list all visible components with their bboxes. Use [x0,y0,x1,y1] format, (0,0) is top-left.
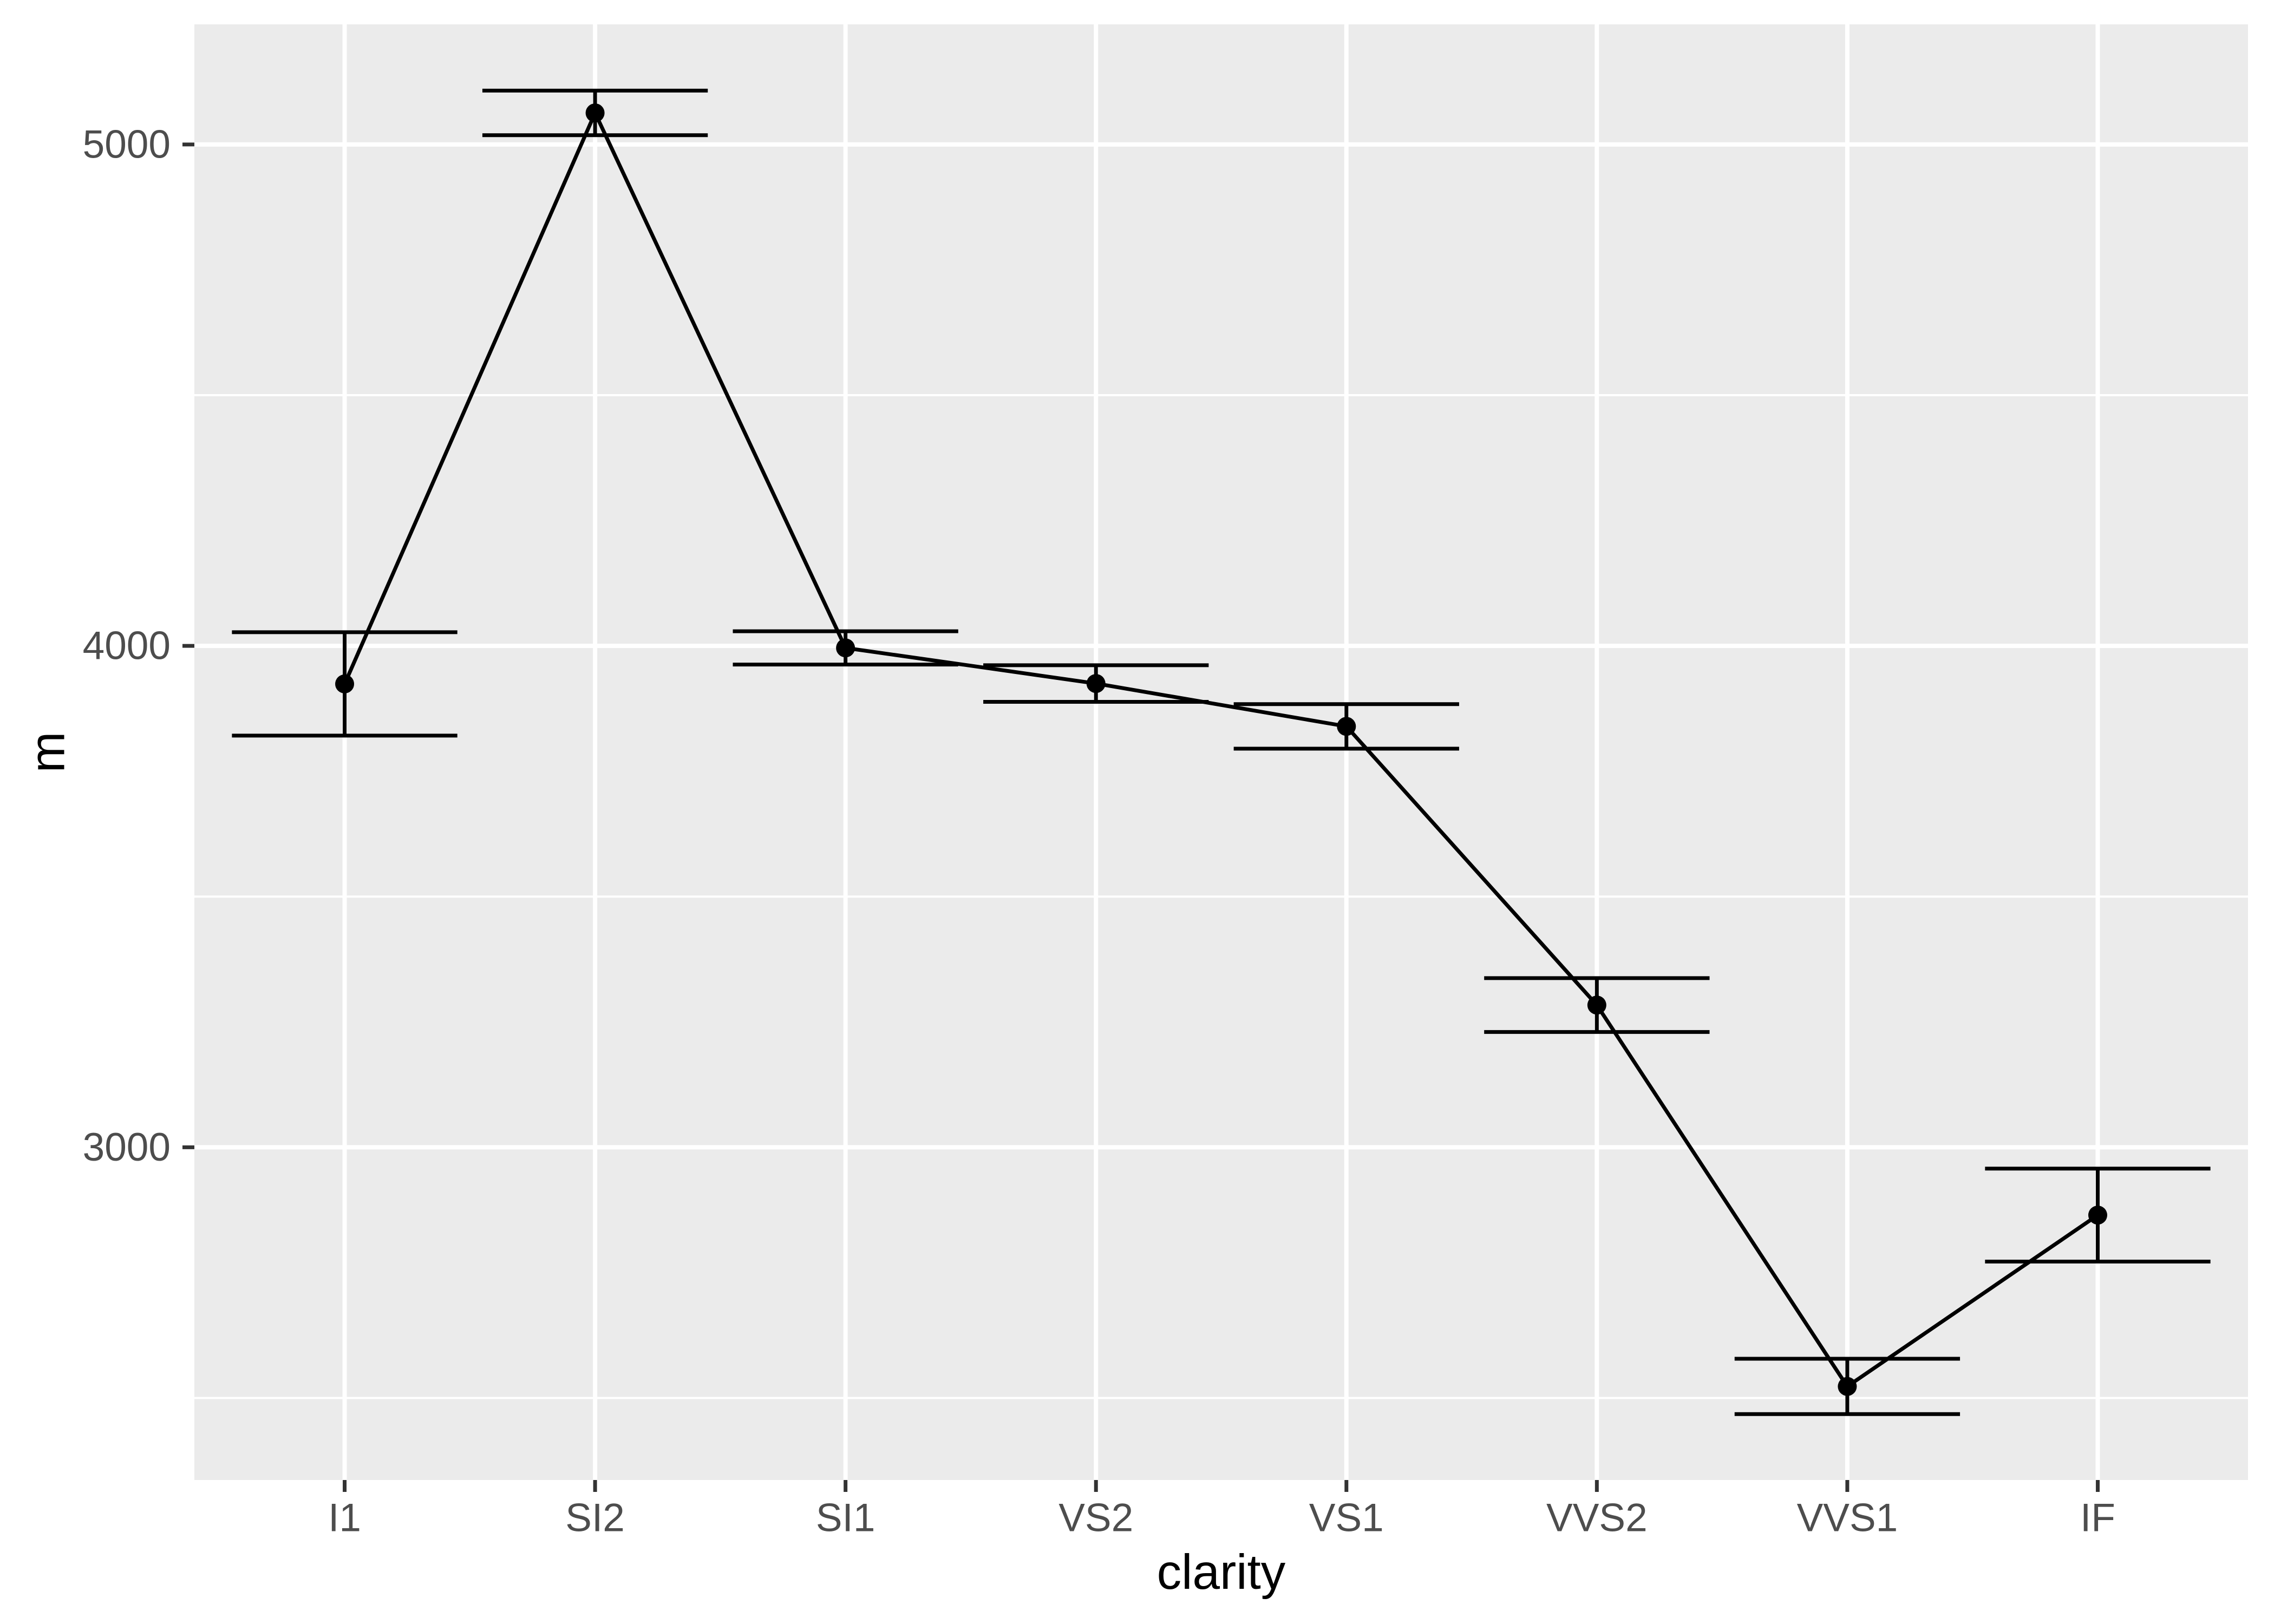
x-tick-label: VS2 [1058,1496,1133,1540]
x-tick-label: VVS2 [1546,1496,1648,1540]
x-tick-label: I1 [328,1496,361,1540]
title-layer: clarity m [21,732,1286,1600]
data-point-SI2 [585,103,605,123]
data-layer [232,88,2211,1416]
data-point-VVS2 [1587,996,1606,1015]
x-tick-label: VVS1 [1797,1496,1898,1540]
data-point-I1 [335,674,355,693]
axis-layer: 3000 4000 5000 I1 SI2 SI1 VS2 VS1 VVS2 VVS1 IF [83,122,2115,1540]
y-tick-label: 4000 [83,624,171,668]
data-point-IF [2088,1206,2107,1225]
x-tick-label: SI2 [565,1496,625,1540]
x-axis-title: clarity [1157,1545,1286,1600]
x-tick-label: IF [2080,1496,2115,1540]
x-tick-label: SI1 [816,1496,875,1540]
data-point-VS2 [1086,674,1106,693]
y-tick-label: 5000 [83,122,171,166]
data-point-VVS1 [1838,1377,1857,1396]
panel-layer [194,24,2248,1480]
y-axis-title: m [21,732,75,773]
panel-background [194,24,2248,1480]
y-tick-label: 3000 [83,1125,171,1169]
x-tick-label: VS1 [1309,1496,1384,1540]
data-point-VS1 [1337,717,1356,736]
data-point-SI1 [836,638,855,658]
mean-line [343,108,2099,1390]
